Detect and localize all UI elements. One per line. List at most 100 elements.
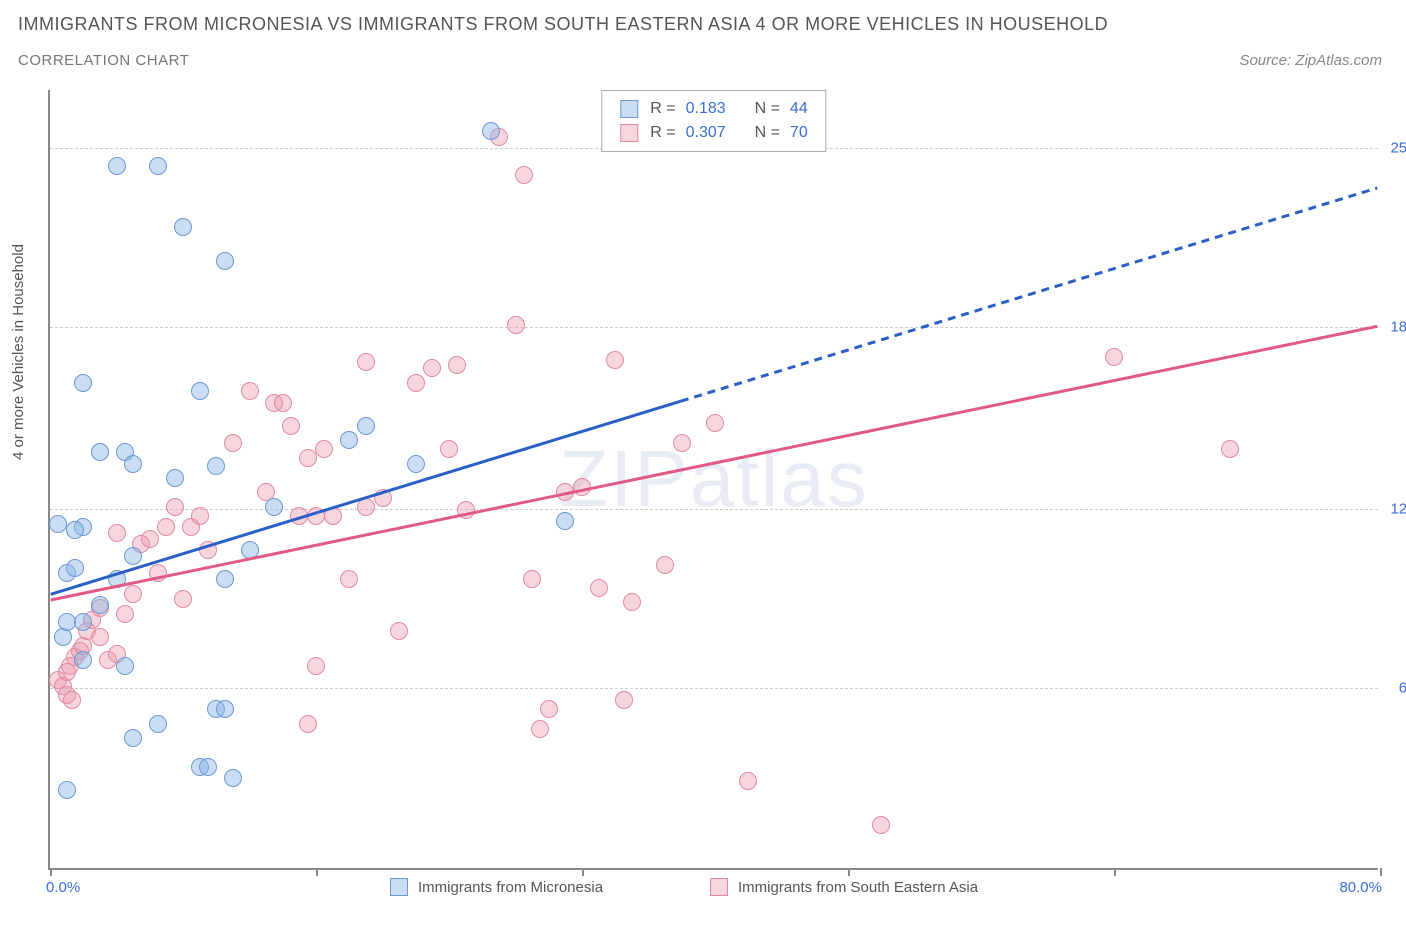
point-series-b	[507, 316, 525, 334]
point-series-b	[1105, 348, 1123, 366]
stat-r-label-a: R =	[650, 97, 675, 121]
point-series-b	[615, 691, 633, 709]
point-series-a	[66, 559, 84, 577]
plot-area: ZIPatlas R = 0.183 N = 44 R = 0.307 N = …	[48, 90, 1378, 870]
point-series-a	[149, 715, 167, 733]
x-min-label: 0.0%	[46, 879, 80, 896]
gridline-h	[50, 509, 1378, 510]
point-series-b	[531, 720, 549, 738]
point-series-b	[590, 579, 608, 597]
y-tick-label: 18.8%	[1383, 318, 1406, 335]
point-series-b	[623, 593, 641, 611]
swatch-series-a-legend	[390, 878, 408, 896]
point-series-b	[199, 541, 217, 559]
y-tick-label: 25.0%	[1383, 139, 1406, 156]
point-series-b	[573, 478, 591, 496]
chart-title: IMMIGRANTS FROM MICRONESIA VS IMMIGRANTS…	[18, 14, 1108, 35]
point-series-b	[515, 166, 533, 184]
point-series-a	[191, 382, 209, 400]
stat-n-label-b: N =	[755, 121, 780, 145]
point-series-a	[224, 769, 242, 787]
legend-label-b: Immigrants from South Eastern Asia	[738, 879, 978, 896]
gridline-h	[50, 327, 1378, 328]
point-series-b	[1221, 440, 1239, 458]
point-series-a	[166, 469, 184, 487]
point-series-b	[166, 498, 184, 516]
stat-r-value-a: 0.183	[686, 97, 726, 121]
point-series-a	[216, 700, 234, 718]
y-tick-label: 6.3%	[1383, 680, 1406, 697]
point-series-a	[108, 570, 126, 588]
point-series-b	[357, 498, 375, 516]
y-axis-label: 4 or more Vehicles in Household	[10, 244, 27, 460]
point-series-b	[556, 483, 574, 501]
point-series-a	[124, 547, 142, 565]
point-series-b	[141, 530, 159, 548]
point-series-a	[58, 613, 76, 631]
x-max-label: 80.0%	[1339, 879, 1382, 896]
point-series-a	[357, 417, 375, 435]
point-series-a	[216, 570, 234, 588]
point-series-b	[274, 394, 292, 412]
stats-legend-box: R = 0.183 N = 44 R = 0.307 N = 70	[601, 90, 826, 152]
point-series-b	[191, 507, 209, 525]
point-series-b	[63, 691, 81, 709]
trend-lines-svg	[50, 90, 1378, 868]
point-series-a	[407, 455, 425, 473]
point-series-a	[216, 252, 234, 270]
point-series-b	[299, 715, 317, 733]
point-series-a	[108, 157, 126, 175]
point-series-b	[457, 501, 475, 519]
point-series-b	[523, 570, 541, 588]
point-series-a	[556, 512, 574, 530]
point-series-b	[157, 518, 175, 536]
point-series-b	[149, 564, 167, 582]
point-series-a	[116, 657, 134, 675]
point-series-b	[116, 605, 134, 623]
point-series-b	[606, 351, 624, 369]
swatch-series-a	[620, 100, 638, 118]
point-series-b	[673, 434, 691, 452]
point-series-b	[407, 374, 425, 392]
x-tick	[1380, 868, 1382, 876]
stat-n-value-a: 44	[790, 97, 808, 121]
point-series-a	[124, 729, 142, 747]
point-series-b	[290, 507, 308, 525]
point-series-a	[74, 374, 92, 392]
point-series-b	[108, 524, 126, 542]
point-series-b	[224, 434, 242, 452]
stat-n-label-a: N =	[755, 97, 780, 121]
x-tick	[50, 868, 52, 876]
point-series-b	[340, 570, 358, 588]
x-tick	[848, 868, 850, 876]
point-series-a	[174, 218, 192, 236]
point-series-a	[207, 457, 225, 475]
point-series-a	[49, 515, 67, 533]
x-tick	[582, 868, 584, 876]
legend-item-a: Immigrants from Micronesia	[390, 878, 603, 896]
point-series-a	[340, 431, 358, 449]
stats-row-b: R = 0.307 N = 70	[620, 121, 807, 145]
point-series-b	[174, 590, 192, 608]
point-series-b	[540, 700, 558, 718]
point-series-b	[739, 772, 757, 790]
y-tick-label: 12.5%	[1383, 500, 1406, 517]
point-series-a	[91, 596, 109, 614]
legend-item-b: Immigrants from South Eastern Asia	[710, 878, 978, 896]
point-series-b	[241, 382, 259, 400]
swatch-series-b	[620, 124, 638, 142]
point-series-b	[656, 556, 674, 574]
stat-r-value-b: 0.307	[686, 121, 726, 145]
point-series-b	[299, 449, 317, 467]
point-series-a	[265, 498, 283, 516]
gridline-h	[50, 688, 1378, 689]
point-series-a	[482, 122, 500, 140]
legend-label-a: Immigrants from Micronesia	[418, 879, 603, 896]
point-series-a	[241, 541, 259, 559]
point-series-a	[91, 443, 109, 461]
point-series-b	[124, 585, 142, 603]
x-tick	[1114, 868, 1116, 876]
x-tick	[316, 868, 318, 876]
point-series-b	[357, 353, 375, 371]
point-series-b	[390, 622, 408, 640]
